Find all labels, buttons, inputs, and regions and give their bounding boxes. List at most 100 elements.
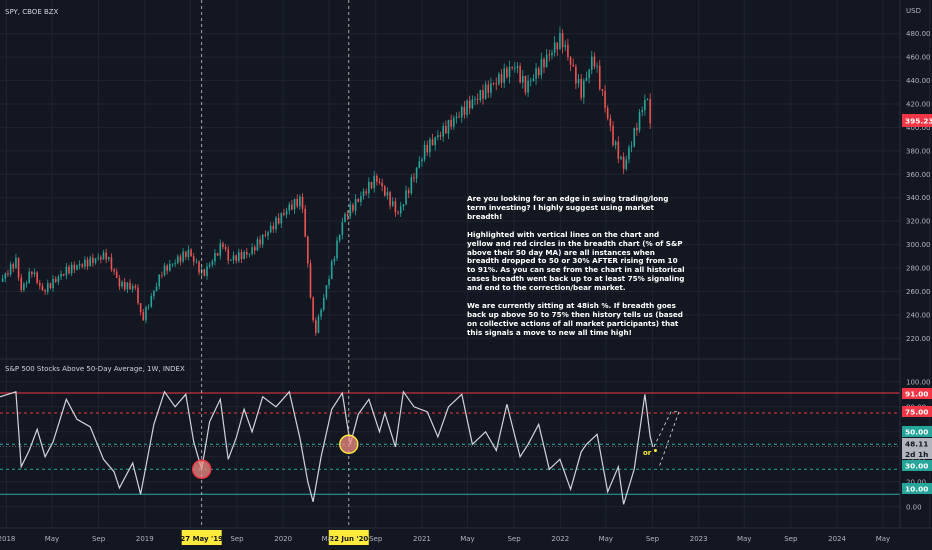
candle-body	[150, 296, 153, 307]
candle-body	[484, 84, 487, 99]
time-tick-label: 2024	[828, 535, 846, 543]
price-tick-label: 380.00	[906, 147, 931, 155]
candle-body	[397, 212, 399, 214]
candle-body	[232, 255, 235, 261]
candle-body	[184, 251, 187, 257]
candle-body	[445, 125, 447, 134]
candle-body	[73, 264, 76, 270]
candle-body	[267, 232, 269, 236]
candle-body	[500, 74, 503, 83]
candle-body	[521, 75, 524, 83]
candle-body	[564, 44, 567, 48]
candle-body	[147, 306, 150, 308]
candle-body	[288, 204, 291, 211]
time-tick-label: Sep	[646, 535, 660, 543]
candle-body	[575, 66, 577, 84]
candle-body	[644, 99, 646, 111]
candle-body	[450, 120, 452, 127]
highlight-date-label: 22 Jun '20	[329, 535, 368, 543]
candle-body	[490, 83, 492, 93]
annotation-paragraph: Are you looking for an edge in swing tra…	[467, 194, 669, 221]
candle-body	[636, 127, 638, 131]
candle-body	[514, 67, 516, 69]
candle-body	[245, 252, 248, 255]
price-tick-label: 280.00	[906, 265, 931, 273]
time-tick-label: Sep	[230, 535, 244, 543]
candle-body	[25, 283, 28, 284]
candle-body	[434, 137, 437, 146]
highlight-circle-red	[191, 459, 212, 479]
breadth-tick-label: 100.00	[906, 378, 931, 386]
candle-body	[466, 100, 468, 115]
candle-body	[126, 282, 129, 290]
candle-body	[431, 139, 434, 146]
candle-body	[405, 190, 407, 205]
candle-body	[455, 116, 458, 119]
candle-body	[442, 125, 444, 137]
candle-body	[482, 90, 484, 99]
candle-body	[577, 78, 580, 84]
candle-body	[39, 282, 41, 286]
candle-body	[569, 57, 572, 65]
candle-body	[386, 192, 389, 196]
candle-body	[44, 290, 46, 292]
candle-body	[240, 252, 243, 260]
candle-body	[179, 256, 182, 262]
candle-body	[304, 208, 306, 237]
candle-body	[41, 285, 44, 291]
badge-countdown: 2d 1h	[905, 450, 928, 459]
candle-body	[203, 269, 206, 276]
candle-body	[383, 186, 386, 196]
time-tick-label: 2021	[413, 535, 431, 543]
candle-body	[325, 285, 328, 298]
candle-body	[129, 282, 131, 290]
candle-body	[216, 253, 219, 256]
candle-body	[105, 252, 107, 260]
candle-body	[171, 263, 174, 265]
candle-body	[540, 59, 543, 76]
candle-body	[131, 286, 134, 290]
price-tick-label: 360.00	[906, 171, 931, 179]
candle-body	[299, 196, 301, 207]
time-tick-label: May	[45, 535, 59, 543]
breadth-badges: 91.00 75.00 50.00 48.11 2d 1h 30.00 10.0…	[902, 388, 932, 494]
candle-body	[17, 257, 20, 278]
candle-body	[346, 213, 349, 217]
candle-body	[460, 106, 463, 118]
breadth-line	[0, 390, 654, 505]
candle-body	[248, 253, 251, 255]
candle-body	[373, 175, 375, 189]
badge-50: 50.00	[905, 428, 928, 437]
candle-body	[174, 263, 176, 265]
time-tick-label: Sep	[784, 535, 798, 543]
candle-body	[429, 139, 431, 153]
candle-body	[498, 74, 500, 85]
price-tick-label: 460.00	[906, 54, 931, 62]
candle-body	[155, 286, 158, 291]
candle-body	[62, 273, 65, 276]
candle-body	[68, 266, 70, 274]
candle-body	[195, 261, 198, 263]
candle-body	[15, 257, 17, 269]
candle-body	[338, 234, 341, 241]
candle-body	[426, 144, 429, 153]
candle-body	[365, 191, 368, 194]
candle-body	[89, 257, 92, 267]
candle-body	[314, 320, 317, 333]
candle-body	[646, 99, 649, 100]
candle-body	[187, 249, 190, 257]
candle-body	[362, 191, 365, 196]
candle-body	[476, 99, 479, 101]
candle-body	[312, 297, 314, 321]
time-tick-label: May	[460, 535, 474, 543]
candle-body	[158, 274, 161, 287]
candle-body	[23, 283, 25, 291]
candle-body	[413, 177, 415, 179]
candle-body	[511, 66, 513, 68]
candle-body	[113, 269, 115, 272]
candle-body	[102, 252, 105, 260]
candle-body	[211, 261, 214, 265]
candle-body	[100, 257, 102, 260]
time-tick-label: 2023	[690, 535, 708, 543]
